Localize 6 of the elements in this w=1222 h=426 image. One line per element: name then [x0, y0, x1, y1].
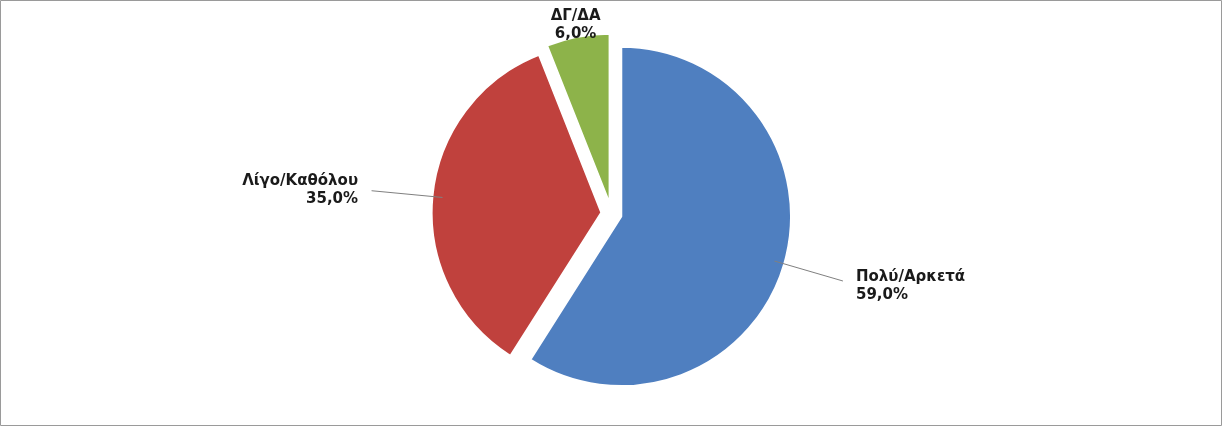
slice-label: Πολύ/Αρκετά: [855, 266, 966, 285]
data-label: 59,0%: [855, 284, 909, 303]
data-label: 6,0%: [554, 24, 597, 43]
slice-label: Λίγο/Καθόλου: [242, 171, 359, 190]
data-label: 35,0%: [306, 189, 359, 208]
slice-label: ΔΓ/ΔΑ: [550, 6, 601, 25]
